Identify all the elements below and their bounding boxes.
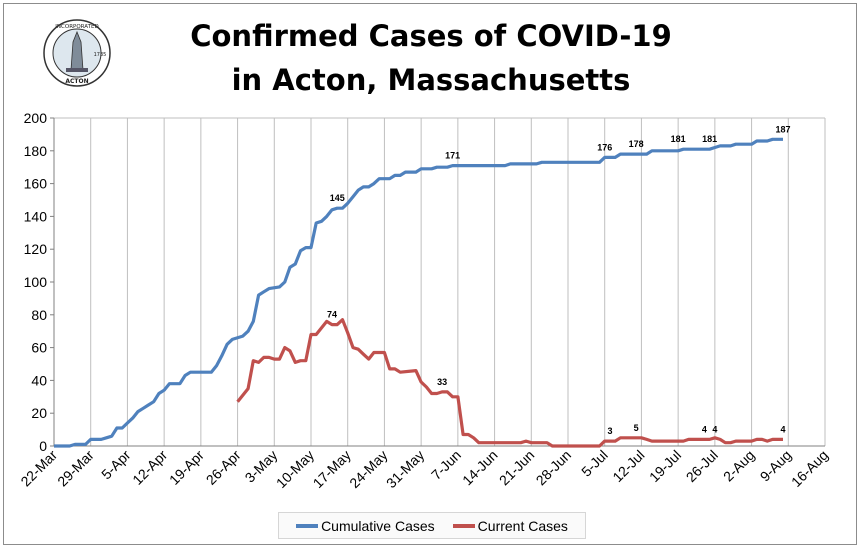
y-tick-label: 80	[31, 307, 47, 323]
chart-title-line-2: in Acton, Massachusetts	[231, 63, 631, 97]
grid-layer	[53, 117, 826, 446]
x-tick-label: 29-Mar	[54, 447, 97, 490]
x-tick-label: 28-Jun	[533, 447, 575, 489]
x-tick-label: 19-Jul	[646, 447, 684, 485]
x-tick-label: 19-Apr	[166, 447, 207, 488]
x-tick-label: 21-Jun	[496, 447, 538, 489]
series-layer	[54, 137, 783, 448]
x-tick-label: 16-Aug	[788, 447, 831, 490]
data-label-cumulative: 145	[330, 193, 345, 203]
data-label-current: 4	[712, 424, 717, 434]
x-tick-label: 26-Jul	[683, 447, 721, 485]
legend-label-cumulative: Cumulative Cases	[321, 517, 435, 534]
y-tick-label: 20	[31, 405, 47, 421]
x-tick-label: 2-Aug	[720, 447, 758, 485]
legend-item-cumulative: Cumulative Cases	[296, 518, 435, 534]
legend-item-current: Current Cases	[452, 517, 568, 534]
data-label-cumulative: 187	[776, 124, 791, 134]
y-tick-label: 100	[24, 274, 48, 290]
y-tick-label: 200	[24, 110, 48, 126]
series-line-cumulative	[54, 137, 783, 448]
y-tick-label: 0	[39, 438, 47, 454]
svg-text:ACTON: ACTON	[65, 78, 88, 85]
x-tick-label: 17-May	[310, 447, 354, 491]
y-tick-label: 120	[24, 241, 48, 257]
y-tick-label: 60	[31, 340, 47, 356]
y-tick-label: 160	[24, 176, 48, 192]
y-tick-label: 140	[24, 208, 48, 224]
x-tick-label: 31-May	[383, 447, 427, 491]
data-label-current: 4	[702, 424, 707, 434]
data-label-cumulative: 178	[629, 139, 644, 149]
town-seal-logo: INCORPORATED 1735 ACTON	[43, 19, 111, 87]
legend-swatch-current	[452, 523, 475, 528]
data-label-cumulative: 181	[671, 134, 686, 144]
legend-label-current: Current Cases	[477, 517, 568, 534]
svg-text:INCORPORATED: INCORPORATED	[55, 24, 98, 30]
y-tick-label: 40	[31, 372, 47, 388]
data-label-cumulative: 176	[597, 142, 612, 152]
data-label-current: 4	[781, 424, 786, 434]
x-tick-label: 14-Jun	[459, 447, 501, 489]
y-tick-label: 180	[24, 143, 48, 159]
x-tick-label: 10-May	[273, 447, 317, 491]
legend: Cumulative Cases Current Cases	[278, 512, 586, 539]
x-tick-label: 12-Jul	[609, 447, 647, 485]
x-tick-label: 26-Apr	[203, 447, 244, 488]
legend-swatch-cumulative	[296, 523, 319, 528]
x-tick-label: 12-Apr	[129, 447, 170, 488]
chart-title-line-1: Confirmed Cases of COVID-19	[190, 19, 672, 53]
data-label-current: 5	[634, 423, 639, 433]
data-label-cumulative: 171	[445, 151, 460, 161]
data-label-cumulative: 181	[702, 134, 717, 144]
series-line-current	[236, 318, 783, 448]
x-tick-label: 24-May	[346, 447, 390, 491]
data-label-current: 74	[327, 310, 337, 320]
svg-text:1735: 1735	[94, 52, 107, 58]
data-label-current: 3	[607, 426, 612, 436]
chart-title: Confirmed Cases of COVID-19 in Acton, Ma…	[0, 14, 862, 102]
axis-layer	[50, 117, 825, 447]
data-label-current: 33	[437, 377, 447, 387]
x-tick-label: 5-Jul	[578, 447, 611, 480]
